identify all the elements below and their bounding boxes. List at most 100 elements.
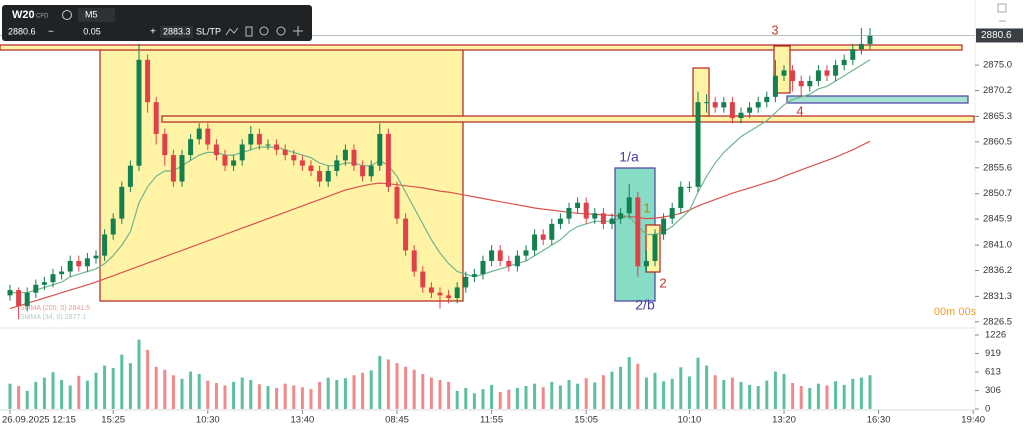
symbol-type: CFD bbox=[36, 14, 49, 20]
tool-icon[interactable] bbox=[245, 26, 253, 37]
timeframe[interactable]: M5 bbox=[85, 9, 98, 19]
candle-body bbox=[205, 128, 211, 145]
volume-bar bbox=[868, 375, 872, 409]
candle-body bbox=[153, 102, 159, 134]
candle-body bbox=[119, 186, 125, 219]
candle-body bbox=[351, 149, 357, 166]
candle-body bbox=[721, 102, 727, 108]
volume-bar bbox=[498, 392, 502, 409]
volume-bar bbox=[713, 375, 717, 409]
candle-body bbox=[291, 155, 297, 161]
candle-body bbox=[600, 213, 606, 224]
volume-bar bbox=[326, 377, 330, 409]
volume-bar bbox=[842, 384, 846, 409]
candle-body bbox=[514, 255, 520, 267]
wave-label: 1/a bbox=[619, 149, 639, 165]
moving-average-line bbox=[10, 59, 871, 294]
candle-body bbox=[76, 260, 82, 267]
settings-icon[interactable] bbox=[62, 10, 72, 20]
x-tick-label: 10:30 bbox=[196, 415, 220, 426]
volume-bar bbox=[705, 365, 709, 409]
candle-body bbox=[772, 75, 778, 97]
volume-bar bbox=[240, 377, 244, 409]
ask-box[interactable] bbox=[160, 26, 193, 38]
candle-body bbox=[403, 218, 409, 251]
candle-body bbox=[213, 144, 219, 156]
zone-box bbox=[99, 45, 464, 302]
candle-body bbox=[798, 80, 804, 87]
candle-body bbox=[360, 165, 366, 177]
volume-bar bbox=[283, 383, 287, 409]
candle-body bbox=[747, 107, 753, 113]
volume-bar bbox=[68, 385, 72, 409]
volume-bar bbox=[576, 383, 580, 409]
candle-body bbox=[308, 165, 314, 171]
window-icon[interactable] bbox=[997, 3, 1007, 13]
volume-bar bbox=[593, 382, 597, 409]
volume-bar bbox=[533, 383, 537, 409]
volume-bar bbox=[567, 380, 571, 409]
volume-bar bbox=[120, 354, 124, 409]
volume-bar bbox=[730, 377, 734, 409]
indicator-label: SMMA (34, 0) 2877.1 bbox=[20, 314, 86, 321]
trade-toolbar: W20 CFD M5 2880.6 − 0.05 + 2883.3 SL/TP bbox=[2, 5, 312, 41]
minus-button[interactable]: − bbox=[48, 27, 54, 38]
zoom-icon[interactable] bbox=[276, 26, 286, 36]
volume-bar bbox=[335, 380, 339, 409]
candle-body bbox=[729, 102, 735, 119]
bid-price[interactable]: 2880.6 bbox=[8, 26, 36, 36]
volume-bar bbox=[275, 387, 279, 409]
candle-body bbox=[127, 165, 133, 187]
candle-body bbox=[583, 202, 589, 219]
sltp-button[interactable]: SL/TP bbox=[196, 26, 221, 36]
candle-body bbox=[282, 149, 288, 156]
volume-bar bbox=[85, 380, 89, 409]
candle-body bbox=[661, 218, 667, 235]
volume-bar bbox=[318, 381, 322, 409]
candle-body bbox=[136, 59, 142, 166]
candle-body bbox=[325, 170, 331, 182]
volume-bar bbox=[825, 385, 829, 409]
mark-label: 2 bbox=[659, 275, 666, 290]
volume-bar bbox=[154, 366, 158, 409]
candle-body bbox=[807, 80, 813, 87]
plus-button[interactable]: + bbox=[150, 27, 156, 38]
candle-body bbox=[695, 102, 701, 187]
volume-bar bbox=[515, 387, 519, 409]
timeframe-box[interactable] bbox=[78, 8, 115, 22]
candle-body bbox=[41, 282, 47, 285]
candle-body bbox=[394, 186, 400, 219]
tool-icon[interactable] bbox=[225, 27, 239, 36]
candle-body bbox=[463, 276, 469, 288]
candle-body bbox=[471, 274, 477, 277]
x-tick-label: 08:45 bbox=[385, 415, 409, 426]
volume-bar bbox=[851, 378, 855, 409]
volume-bar bbox=[111, 367, 115, 409]
candle-body bbox=[755, 102, 761, 108]
volume-bar bbox=[653, 372, 657, 409]
resistance-band bbox=[0, 44, 963, 51]
volume-bar bbox=[404, 366, 408, 409]
candle-body bbox=[815, 70, 821, 81]
candle-body bbox=[162, 133, 168, 156]
level-band bbox=[161, 115, 975, 123]
candle-body bbox=[93, 255, 99, 259]
volume-bar bbox=[17, 386, 21, 409]
candle-timer: 00m 00s bbox=[934, 306, 977, 318]
symbol[interactable]: W20 bbox=[12, 9, 35, 21]
volume-bar bbox=[8, 383, 12, 409]
volume-bar bbox=[808, 387, 812, 409]
ask-price[interactable]: 2883.3 bbox=[163, 26, 191, 36]
volume-bar bbox=[51, 372, 55, 409]
candle-body bbox=[411, 250, 417, 272]
candle-body bbox=[824, 70, 830, 76]
zoom-icon[interactable] bbox=[259, 26, 269, 36]
volume-input[interactable]: 0.05 bbox=[83, 26, 101, 36]
volume-bar bbox=[25, 390, 29, 409]
candle-body bbox=[334, 160, 340, 171]
candle-body bbox=[368, 165, 374, 177]
candle-body bbox=[618, 213, 624, 219]
x-tick-label: 19:40 bbox=[961, 415, 985, 426]
candle-body bbox=[609, 218, 615, 224]
